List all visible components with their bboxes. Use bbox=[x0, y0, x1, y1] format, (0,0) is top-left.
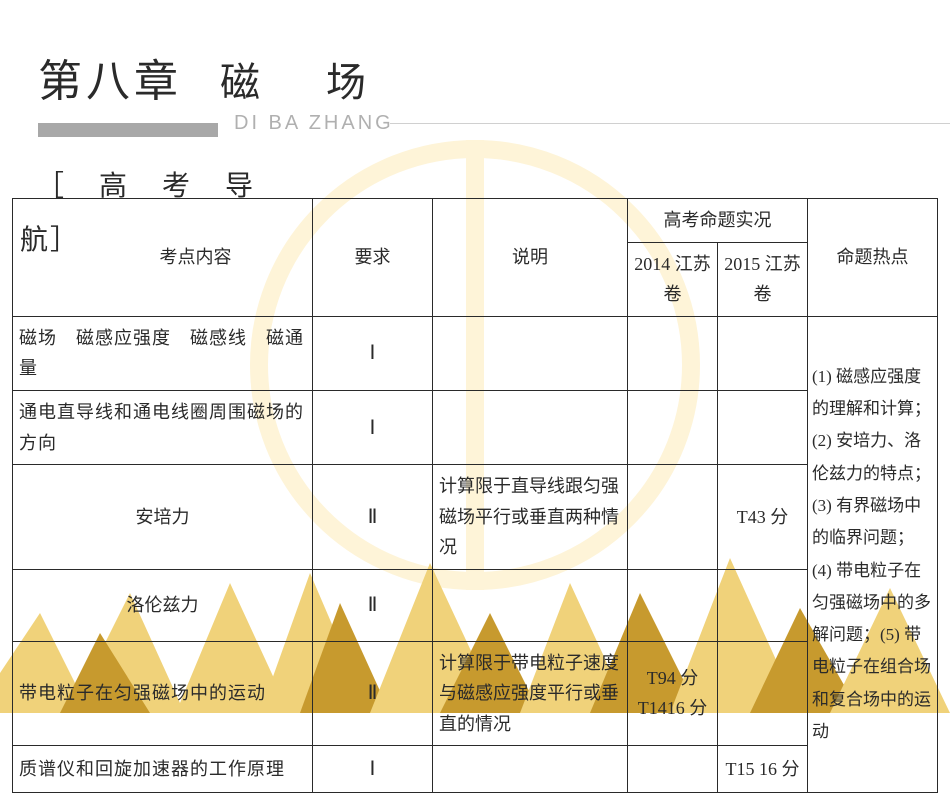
cell-topic: 安培力 bbox=[13, 465, 313, 570]
cell-y2 bbox=[718, 390, 808, 464]
table-row: 洛伦兹力 Ⅱ bbox=[13, 569, 938, 641]
th-year-2015: 2015 江苏卷 bbox=[718, 242, 808, 316]
cell-y1 bbox=[628, 569, 718, 641]
cell-desc bbox=[433, 569, 628, 641]
cell-topic: 洛伦兹力 bbox=[13, 569, 313, 641]
cell-req: Ⅰ bbox=[313, 316, 433, 390]
cell-y2: T15 16 分 bbox=[718, 746, 808, 793]
cell-y2 bbox=[718, 316, 808, 390]
cell-desc: 计算限于带电粒子速度与磁感应强度平行或垂直的情况 bbox=[433, 641, 628, 746]
cell-desc bbox=[433, 390, 628, 464]
cell-desc: 计算限于直导线跟匀强磁场平行或垂直两种情况 bbox=[433, 465, 628, 570]
cell-req: Ⅰ bbox=[313, 390, 433, 464]
cell-y1 bbox=[628, 746, 718, 793]
cell-req: Ⅱ bbox=[313, 641, 433, 746]
th-hotspot: 命题热点 bbox=[808, 199, 938, 317]
exam-table: 考点内容 要求 说明 高考命题实况 命题热点 2014 江苏卷 2015 江苏卷… bbox=[12, 198, 938, 793]
section-label-line2: 航］ bbox=[20, 218, 80, 258]
cell-y1 bbox=[628, 390, 718, 464]
cell-y1 bbox=[628, 465, 718, 570]
chapter-pinyin: DI BA ZHANG bbox=[234, 112, 394, 135]
cell-y2: T43 分 bbox=[718, 465, 808, 570]
th-description: 说明 bbox=[433, 199, 628, 317]
th-year-2014: 2014 江苏卷 bbox=[628, 242, 718, 316]
cell-desc bbox=[433, 746, 628, 793]
table-row: 带电粒子在匀强磁场中的运动 Ⅱ 计算限于带电粒子速度与磁感应强度平行或垂直的情况… bbox=[13, 641, 938, 746]
chapter-subject: 磁 场 bbox=[220, 50, 394, 108]
cell-y1: T94 分 T1416 分 bbox=[628, 641, 718, 746]
chapter-header: 第八章 磁 场 bbox=[0, 0, 950, 109]
cell-desc bbox=[433, 316, 628, 390]
chapter-number: 第八章 bbox=[38, 45, 182, 109]
th-exam-group: 高考命题实况 bbox=[628, 199, 808, 243]
cell-topic: 磁场 磁感应强度 磁感线 磁通量 bbox=[13, 316, 313, 390]
cell-req: Ⅱ bbox=[313, 465, 433, 570]
cell-y1 bbox=[628, 316, 718, 390]
cell-topic: 质谱仪和回旋加速器的工作原理 bbox=[13, 746, 313, 793]
header-thin-line bbox=[390, 123, 950, 124]
cell-req: Ⅱ bbox=[313, 569, 433, 641]
cell-y2 bbox=[718, 569, 808, 641]
table-row: 安培力 Ⅱ 计算限于直导线跟匀强磁场平行或垂直两种情况 T43 分 bbox=[13, 465, 938, 570]
th-requirement: 要求 bbox=[313, 199, 433, 317]
cell-y2 bbox=[718, 641, 808, 746]
cell-topic: 带电粒子在匀强磁场中的运动 bbox=[13, 641, 313, 746]
cell-hotspot: (1) 磁感应强度的理解和计算；(2) 安培力、洛伦兹力的特点；(3) 有界磁场… bbox=[808, 316, 938, 793]
table-row: 质谱仪和回旋加速器的工作原理 Ⅰ T15 16 分 bbox=[13, 746, 938, 793]
header-underline bbox=[38, 123, 218, 137]
table-row: 通电直导线和通电线圈周围磁场的方向 Ⅰ bbox=[13, 390, 938, 464]
cell-topic: 通电直导线和通电线圈周围磁场的方向 bbox=[13, 390, 313, 464]
table-row: 磁场 磁感应强度 磁感线 磁通量 Ⅰ (1) 磁感应强度的理解和计算；(2) 安… bbox=[13, 316, 938, 390]
table-header-row-1: 考点内容 要求 说明 高考命题实况 命题热点 bbox=[13, 199, 938, 243]
cell-req: Ⅰ bbox=[313, 746, 433, 793]
